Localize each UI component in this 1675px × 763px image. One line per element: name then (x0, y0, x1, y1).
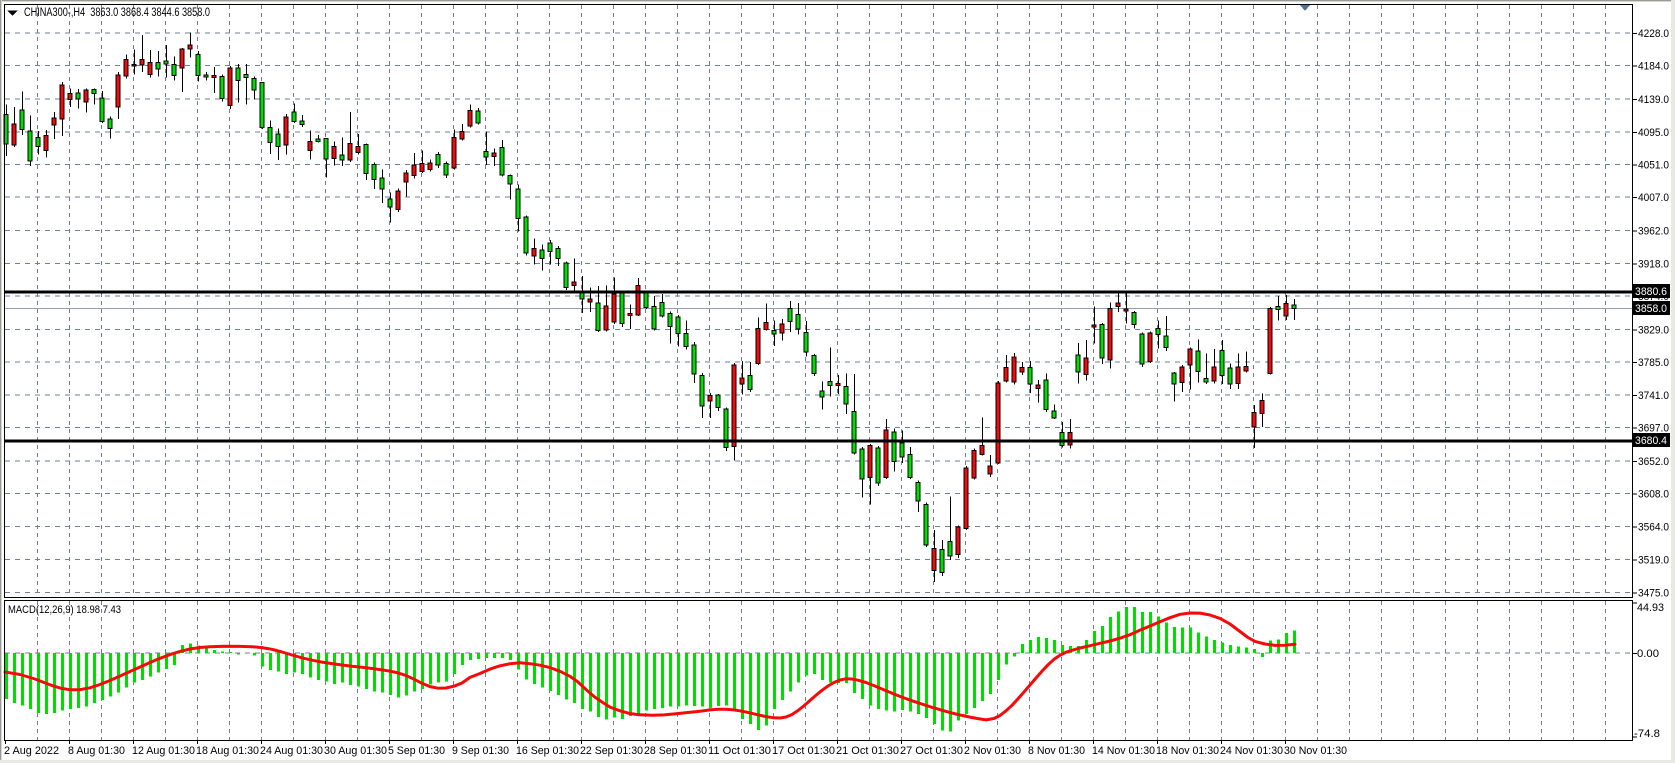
svg-text:3680.4: 3680.4 (1635, 435, 1667, 447)
svg-text:12 Aug 01:30: 12 Aug 01:30 (132, 745, 195, 757)
svg-text:22 Sep 01:30: 22 Sep 01:30 (580, 745, 643, 757)
svg-text:3652.0: 3652.0 (1638, 456, 1669, 468)
svg-text:3741.0: 3741.0 (1638, 390, 1669, 402)
svg-text:30 Aug 01:30: 30 Aug 01:30 (324, 745, 387, 757)
svg-text:44.93: 44.93 (1637, 602, 1664, 614)
svg-text:3858.0: 3858.0 (1635, 303, 1667, 315)
svg-text:16 Sep 01:30: 16 Sep 01:30 (516, 745, 579, 757)
svg-text:18 Aug 01:30: 18 Aug 01:30 (196, 745, 259, 757)
svg-text:3829.0: 3829.0 (1638, 324, 1669, 336)
svg-text:3880.6: 3880.6 (1635, 286, 1667, 298)
svg-text:27 Oct 01:30: 27 Oct 01:30 (900, 745, 963, 757)
svg-text:3697.0: 3697.0 (1638, 423, 1669, 435)
svg-text:4007.0: 4007.0 (1638, 192, 1669, 204)
svg-text:3785.0: 3785.0 (1638, 357, 1669, 369)
svg-text:-74.8: -74.8 (1634, 728, 1660, 740)
svg-text:4228.0: 4228.0 (1638, 28, 1669, 40)
svg-text:24 Nov 01:30: 24 Nov 01:30 (1220, 745, 1283, 757)
svg-text:3475.0: 3475.0 (1638, 587, 1669, 599)
svg-text:28 Sep 01:30: 28 Sep 01:30 (644, 745, 707, 757)
svg-text:11 Oct 01:30: 11 Oct 01:30 (708, 745, 771, 757)
svg-text:30 Nov 01:30: 30 Nov 01:30 (1284, 745, 1347, 757)
svg-text:CHINA300-,H4 3863.0 3868.4 38: CHINA300-,H4 3863.0 3868.4 3844.6 3858.0 (24, 7, 210, 19)
svg-text:14 Nov 01:30: 14 Nov 01:30 (1092, 745, 1155, 757)
svg-text:18 Nov 01:30: 18 Nov 01:30 (1156, 745, 1219, 757)
svg-text:4095.0: 4095.0 (1638, 127, 1669, 139)
svg-text:24 Aug 01:30: 24 Aug 01:30 (260, 745, 323, 757)
svg-text:21 Oct 01:30: 21 Oct 01:30 (836, 745, 899, 757)
svg-text:8 Nov 01:30: 8 Nov 01:30 (1028, 745, 1085, 757)
svg-text:4139.0: 4139.0 (1638, 94, 1669, 106)
svg-text:4184.0: 4184.0 (1638, 61, 1669, 73)
svg-text:2 Aug 2022: 2 Aug 2022 (4, 745, 59, 757)
svg-text:17 Oct 01:30: 17 Oct 01:30 (772, 745, 835, 757)
svg-text:3608.0: 3608.0 (1638, 489, 1669, 501)
svg-text:2 Nov 01:30: 2 Nov 01:30 (964, 745, 1021, 757)
svg-text:0.00: 0.00 (1637, 648, 1659, 660)
svg-text:3918.0: 3918.0 (1638, 258, 1669, 270)
svg-text:3962.0: 3962.0 (1638, 226, 1669, 238)
svg-text:4051.0: 4051.0 (1638, 160, 1669, 172)
svg-text:9 Sep 01:30: 9 Sep 01:30 (452, 745, 509, 757)
svg-text:MACD(12,26,9) 18.98 7.43: MACD(12,26,9) 18.98 7.43 (8, 604, 121, 616)
svg-text:5 Sep 01:30: 5 Sep 01:30 (388, 745, 445, 757)
svg-text:3519.0: 3519.0 (1638, 555, 1669, 567)
svg-text:8 Aug 01:30: 8 Aug 01:30 (68, 745, 125, 757)
svg-text:3564.0: 3564.0 (1638, 521, 1669, 533)
